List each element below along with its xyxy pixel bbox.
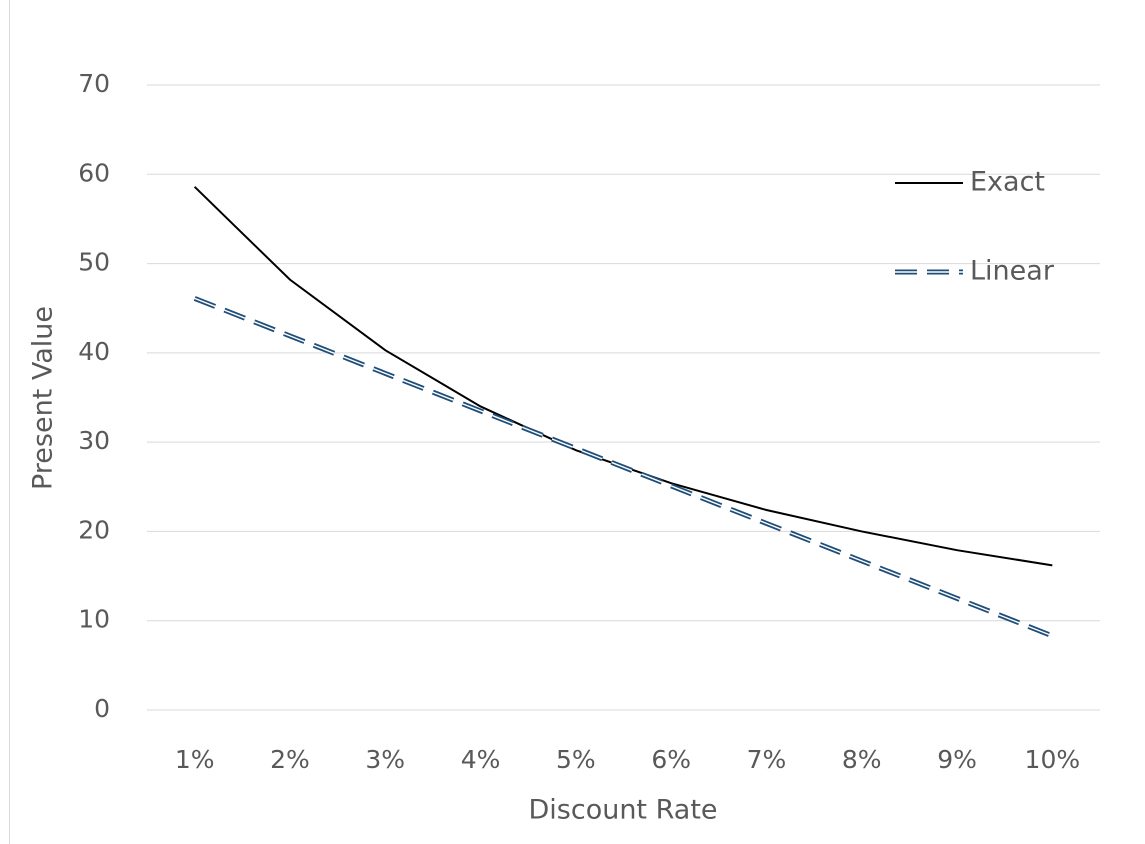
line-inner <box>194 297 1053 637</box>
x-tick-label: 10% <box>1025 745 1081 774</box>
y-tick-label: 40 <box>78 337 110 366</box>
x-tick-label: 1% <box>175 745 215 774</box>
y-tick-label: 70 <box>78 69 110 98</box>
x-tick-label: 5% <box>556 745 596 774</box>
y-tick-label: 0 <box>94 694 110 723</box>
x-tick-label: 7% <box>747 745 787 774</box>
legend-label: Exact <box>970 167 1045 198</box>
y-tick-label: 10 <box>78 605 110 634</box>
y-tick-label: 60 <box>78 158 110 187</box>
x-tick-label: 3% <box>365 745 405 774</box>
y-tick-label: 20 <box>78 515 110 544</box>
legend-label: Linear <box>970 256 1055 287</box>
y-axis-title: Present Value <box>28 306 59 490</box>
x-tick-label: 4% <box>461 745 501 774</box>
x-tick-label: 8% <box>842 745 882 774</box>
x-tick-label: 6% <box>651 745 691 774</box>
y-tick-label: 30 <box>78 426 110 455</box>
x-axis-title: Discount Rate <box>528 795 717 826</box>
x-tick-label: 9% <box>937 745 977 774</box>
x-tick-label: 2% <box>270 745 310 774</box>
chart-frame <box>9 0 1145 844</box>
y-tick-label: 50 <box>78 248 110 277</box>
